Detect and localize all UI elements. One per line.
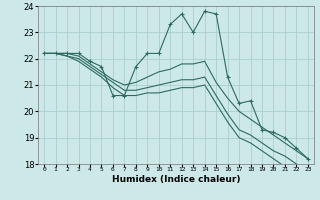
X-axis label: Humidex (Indice chaleur): Humidex (Indice chaleur) [112,175,240,184]
